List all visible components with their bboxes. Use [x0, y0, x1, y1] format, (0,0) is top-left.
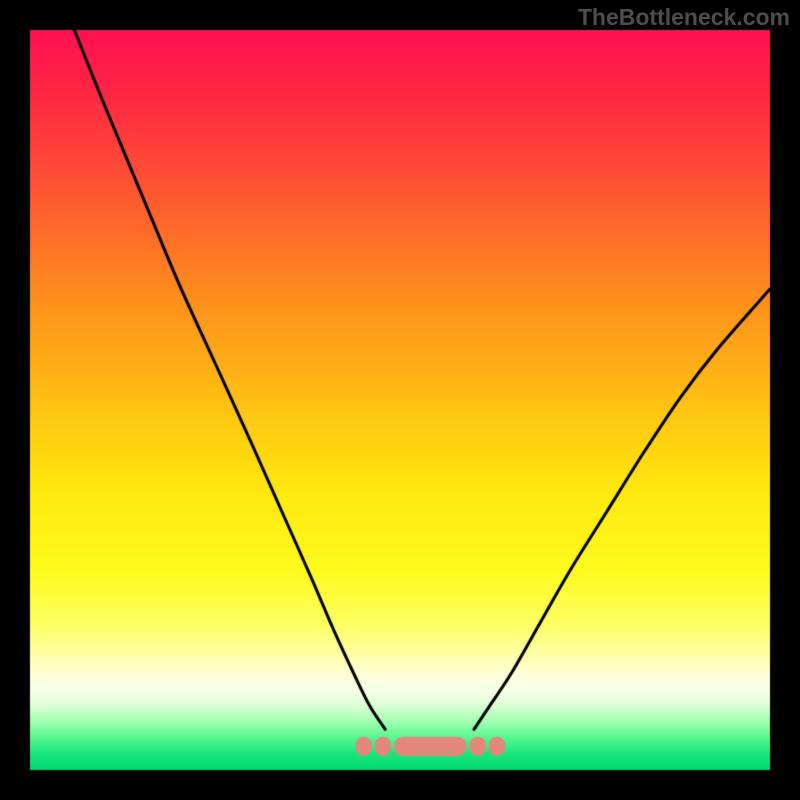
bottleneck-curve-chart: [0, 0, 800, 800]
chart-stage: TheBottleneck.com: [0, 0, 800, 800]
watermark-label: TheBottleneck.com: [578, 4, 790, 31]
